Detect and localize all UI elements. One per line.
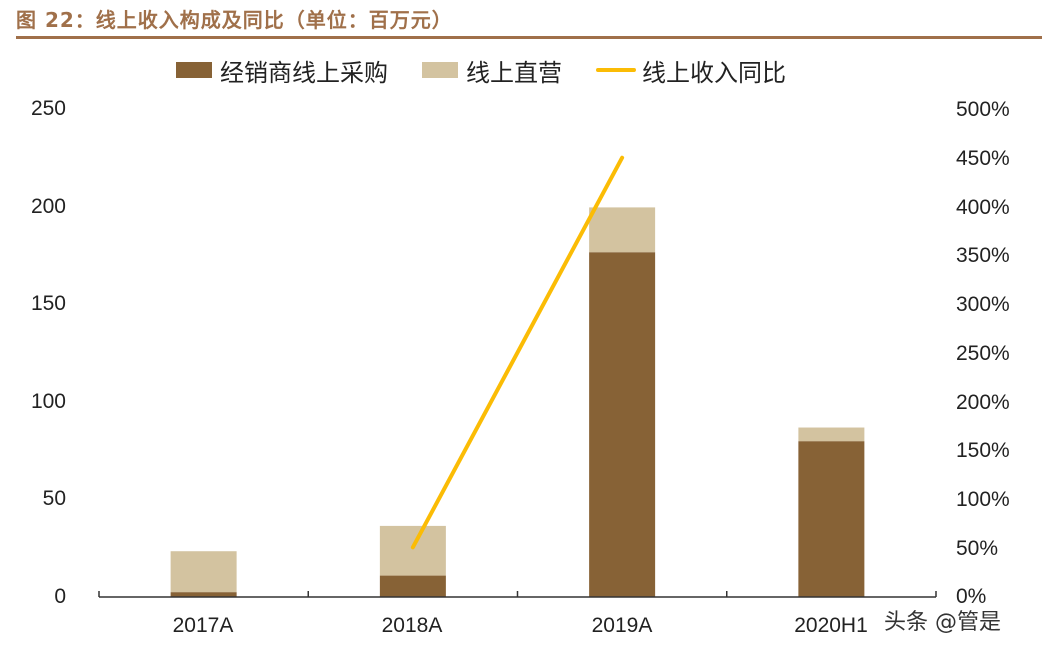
bar-segment-dealer: [589, 252, 656, 598]
left-axis-tick: 250: [30, 97, 66, 120]
right-axis-tick: 400%: [956, 196, 1010, 219]
bar-segment-dealer: [798, 441, 865, 597]
legend-swatch-yoy: [596, 68, 636, 72]
right-axis-tick: 300%: [956, 293, 1010, 316]
legend-item-direct: 线上直营: [422, 53, 562, 88]
bar-segment-direct: [589, 207, 656, 253]
right-axis-tick: 0%: [956, 585, 987, 608]
right-axis-tick: 450%: [956, 147, 1010, 170]
title-rule: [16, 36, 1042, 39]
chart-legend: 经销商线上采购 线上直营 线上收入同比: [176, 53, 820, 88]
legend-label-dealer: 经销商线上采购: [220, 58, 388, 87]
x-axis-label: 2017A: [172, 614, 234, 637]
right-axis-tick: 200%: [956, 391, 1010, 414]
x-axis-label: 2020H1: [794, 614, 868, 637]
right-axis-tick: 150%: [956, 439, 1010, 462]
x-axis-ticks: [98, 591, 937, 597]
left-axis-tick: 100: [30, 390, 66, 413]
left-axis-tick: 150: [30, 292, 66, 315]
right-axis-tick: 250%: [956, 342, 1010, 365]
figure-title: 图 22：线上收入构成及同比（单位：百万元）: [16, 8, 453, 32]
yoy-line: [410, 155, 625, 550]
legend-swatch-direct: [422, 62, 458, 78]
legend-label-yoy: 线上收入同比: [642, 58, 786, 87]
left-axis-tick: 200: [30, 195, 66, 218]
watermark: 头条 @管是: [884, 610, 1001, 635]
right-axis-tick: 50%: [956, 537, 999, 560]
bar-segment-dealer: [379, 575, 446, 597]
bar-segment-dealer: [170, 592, 237, 597]
left-axis-tick: 50: [42, 487, 66, 510]
bar-segment-direct: [379, 525, 446, 576]
bar-segment-direct: [170, 551, 237, 593]
x-axis-label: 2018A: [381, 614, 443, 637]
x-axis-label: 2019A: [591, 614, 653, 637]
legend-item-dealer: 经销商线上采购: [176, 53, 388, 88]
bar-group: [170, 207, 865, 598]
legend-swatch-dealer: [176, 62, 212, 78]
legend-item-yoy: 线上收入同比: [596, 53, 786, 88]
left-axis-tick: 0: [54, 585, 66, 608]
right-axis-tick: 500%: [956, 98, 1010, 121]
right-axis-tick: 350%: [956, 244, 1010, 267]
bar-segment-direct: [798, 427, 865, 442]
right-axis-tick: 100%: [956, 488, 1010, 511]
legend-label-direct: 线上直营: [466, 58, 562, 87]
